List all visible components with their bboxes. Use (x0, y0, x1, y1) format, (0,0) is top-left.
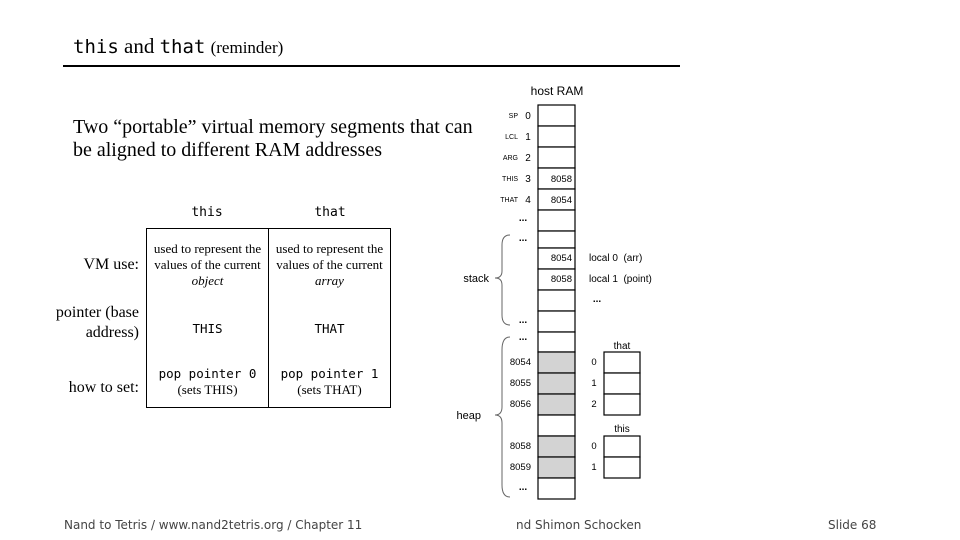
that-array-label: that (614, 341, 631, 352)
local-1-label: local 1 (point) (589, 274, 652, 285)
column-header-that: that (314, 205, 346, 220)
register-index-3: 3 (525, 174, 531, 185)
that-array-index-0: 0 (591, 357, 596, 368)
register-index-1: 1 (525, 132, 531, 143)
register-name-that: THAT (500, 197, 518, 204)
that-array-cell-0 (603, 351, 641, 374)
heap-label: heap (457, 410, 481, 422)
stack-cell-3 (537, 310, 576, 333)
that-array-index-2: 2 (591, 399, 596, 410)
cell-this-how: pop pointer 0 (sets THIS) (146, 357, 269, 408)
register-name-lcl: LCL (505, 134, 518, 141)
heap-cell-8054 (537, 351, 576, 374)
that-array-cell-2 (603, 393, 641, 416)
footer-slide-number: Slide 68 (828, 518, 877, 532)
title-this: this (73, 36, 119, 58)
stack-value-1: 8058 (551, 274, 572, 285)
title-and: and (124, 34, 155, 58)
ram-cell-1 (537, 125, 576, 148)
that-array-cells (603, 351, 641, 416)
this-object-cell-1 (603, 456, 641, 479)
ellipsis-locals: ... (593, 294, 602, 305)
cell-that-how: pop pointer 1 (sets THAT) (268, 357, 391, 408)
ellipsis-after-registers: ... (519, 213, 528, 224)
that-array-index-1: 1 (591, 378, 596, 389)
this-object-index-1: 1 (591, 462, 596, 473)
title-rule (63, 65, 680, 67)
column-header-this: this (191, 205, 223, 220)
ram-cells (537, 104, 576, 500)
heap-address-1: 8055 (510, 378, 531, 389)
heap-address-2: 8056 (510, 399, 531, 410)
title-that: that (159, 36, 206, 58)
this-object-cells (603, 435, 641, 479)
this-object-index-0: 0 (591, 441, 596, 452)
this-register-value: 8058 (551, 174, 572, 185)
ram-title: host RAM (531, 84, 584, 98)
ram-cell-2 (537, 146, 576, 169)
stack-brace (494, 234, 511, 326)
ellipsis-stack-bottom: ... (519, 315, 528, 326)
row-label-vm-use: VM use: (83, 256, 139, 273)
this-object-label: this (614, 424, 630, 435)
comparison-table: used to represent the values of the curr… (146, 228, 391, 408)
register-index-4: 4 (525, 195, 531, 206)
this-object-cell-0 (603, 435, 641, 458)
heap-cell-8058 (537, 435, 576, 458)
register-name-sp: SP (509, 113, 519, 120)
register-name-this: THIS (502, 176, 518, 183)
register-name-arg: ARG (503, 155, 518, 162)
heap-cell-end (537, 477, 576, 500)
that-register-value: 8054 (551, 195, 572, 206)
heap-cell-8059 (537, 456, 576, 479)
footer-course: Nand to Tetris / www.nand2tetris.org / C… (64, 518, 363, 532)
stack-cell-2 (537, 289, 576, 312)
heap-brace (494, 336, 511, 498)
heap-address-4: 8059 (510, 462, 531, 473)
that-array-cell-1 (603, 372, 641, 395)
ellipsis-heap-top: ... (519, 332, 528, 343)
heap-cell-8056 (537, 393, 576, 416)
title-subtitle: (reminder) (210, 38, 284, 57)
footer-authors: nd Shimon Schocken (516, 518, 642, 532)
ram-cell-gap-1 (537, 209, 576, 232)
cell-that-pointer: THAT (268, 301, 391, 357)
stack-value-0: 8054 (551, 253, 572, 264)
row-label-pointer: pointer (base address) (55, 304, 139, 341)
cell-this-pointer: THIS (146, 301, 269, 357)
slide-title: this and that (reminder) (73, 34, 283, 59)
local-0-label: local 0 (arr) (589, 253, 642, 264)
ram-cell-gap-3 (537, 331, 576, 353)
register-index-0: 0 (525, 111, 531, 122)
stack-label: stack (463, 273, 489, 285)
cell-this-vm-use: used to represent the values of the curr… (146, 228, 269, 301)
cell-that-vm-use: used to represent the values of the curr… (268, 228, 391, 301)
ellipsis-stack-top: ... (519, 233, 528, 244)
heap-cell-8055 (537, 372, 576, 395)
ram-cell-0 (537, 104, 576, 127)
row-label-how-to-set: how to set: (68, 379, 139, 396)
heap-address-0: 8054 (510, 357, 531, 368)
heap-address-3: 8058 (510, 441, 531, 452)
register-index-2: 2 (525, 153, 531, 164)
host-ram-diagram: host RAM SP LCL ARG THIS THAT 0 1 2 3 4 (457, 84, 652, 500)
intro-text: Two “portable” virtual memory segments t… (73, 116, 473, 161)
ram-cell-gap-2 (537, 230, 576, 249)
heap-cell-8057 (537, 414, 576, 437)
ellipsis-heap-bottom: ... (519, 482, 528, 493)
